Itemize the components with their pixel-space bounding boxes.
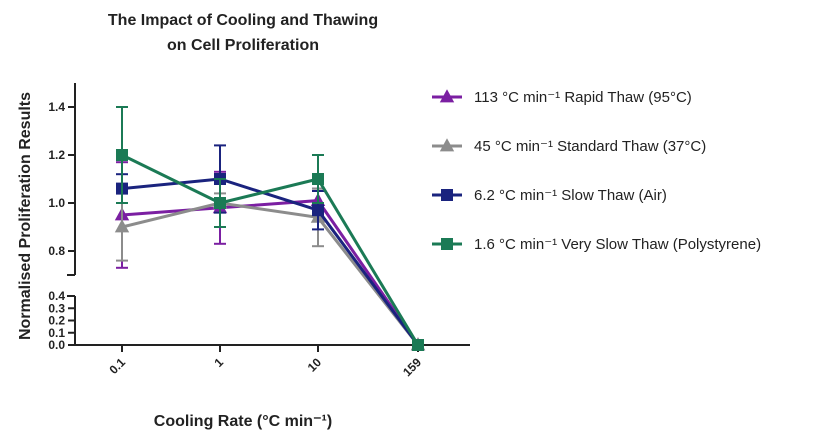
y-tick-label: 0.0 (48, 338, 65, 352)
legend-label: 113 °C min⁻¹ Rapid Thaw (95°C) (474, 89, 692, 106)
x-tick-label: 1 (211, 355, 226, 370)
y-tick-label: 0.8 (48, 244, 65, 258)
axes (67, 83, 470, 352)
y-tick-label: 1.2 (48, 148, 65, 162)
data-point (214, 197, 226, 209)
legend: 113 °C min⁻¹ Rapid Thaw (95°C) 45 °C min⁻… (432, 89, 761, 253)
data-point (312, 173, 324, 185)
x-tick-label: 10 (305, 355, 325, 375)
series-line (121, 153, 420, 346)
legend-item-3: 6.2 °C min⁻¹ Slow Thaw (Air) (432, 187, 667, 204)
y-tick-label: 1.4 (48, 100, 65, 114)
y-tick-label: 1.0 (48, 196, 65, 210)
y-tick-label: 0.4 (48, 289, 65, 303)
data-point (114, 219, 130, 233)
legend-item-2: 45 °C min⁻¹ Standard Thaw (37°C) (432, 138, 706, 155)
series-line (121, 199, 420, 346)
x-tick-label: 0.1 (106, 355, 128, 377)
chart-title: The Impact of Cooling and Thawing on Cel… (108, 12, 378, 54)
chart-title-line1: The Impact of Cooling and Thawing (108, 12, 378, 29)
legend-item-1: 113 °C min⁻¹ Rapid Thaw (95°C) (432, 89, 692, 106)
data-point (116, 149, 128, 161)
series-4 (116, 106, 424, 351)
y-tick-label: 0.2 (48, 314, 65, 328)
legend-label: 6.2 °C min⁻¹ Slow Thaw (Air) (474, 187, 667, 204)
legend-marker (439, 89, 455, 103)
legend-marker (439, 138, 455, 152)
data-point (312, 204, 324, 217)
legend-marker (441, 189, 453, 201)
y-tick-label: 0.1 (48, 326, 65, 340)
legend-label: 45 °C min⁻¹ Standard Thaw (37°C) (474, 138, 706, 155)
x-axis-label: Cooling Rate (°C min⁻¹) (154, 413, 332, 430)
series-line (121, 201, 420, 346)
x-tick-label: 159 (400, 355, 424, 379)
legend-item-4: 1.6 °C min⁻¹ Very Slow Thaw (Polystyrene… (432, 236, 761, 253)
legend-label: 1.6 °C min⁻¹ Very Slow Thaw (Polystyrene… (474, 236, 761, 253)
y-axis-label: Normalised Proliferation Results (17, 92, 34, 340)
data-point (412, 339, 424, 351)
legend-marker (441, 238, 453, 250)
tick-labels: 0.81.01.21.40.00.10.20.30.40.1 1 10 159 (48, 100, 424, 379)
series-line (121, 177, 420, 346)
chart-title-line2: on Cell Proliferation (167, 37, 319, 54)
y-tick-label: 0.3 (48, 301, 65, 315)
series-layer (114, 106, 426, 351)
